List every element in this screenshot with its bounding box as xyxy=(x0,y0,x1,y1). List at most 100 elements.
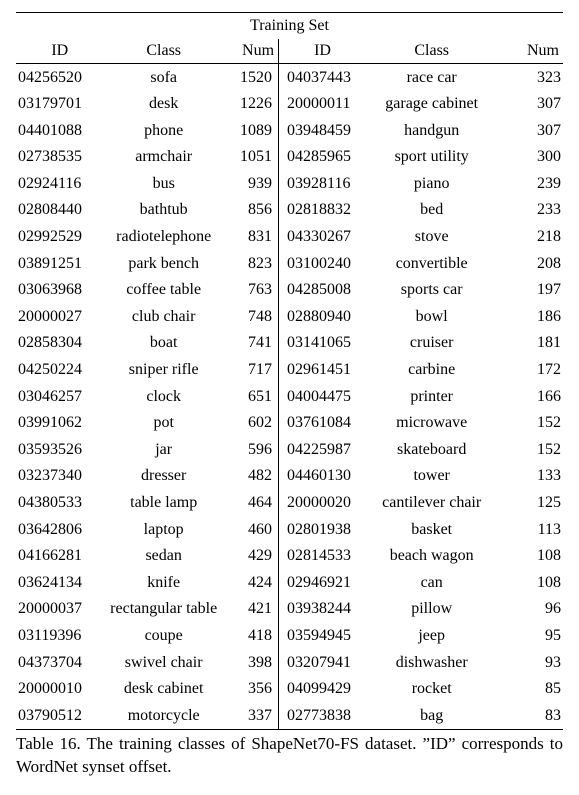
table-cell-class: stove xyxy=(366,224,497,251)
table-cell-num: 108 xyxy=(497,569,563,596)
table-cell-num: 83 xyxy=(497,702,563,729)
table-cell-class: carbine xyxy=(366,357,497,384)
table-cell-class: armchair xyxy=(104,144,224,171)
table-cell-class: desk cabinet xyxy=(104,676,224,703)
col-class: Class xyxy=(104,39,224,64)
table-row: 04380533table lamp46420000020cantilever … xyxy=(16,490,563,517)
col-id: ID xyxy=(16,39,104,64)
table-cell-num: 424 xyxy=(224,569,279,596)
table-cell-num: 741 xyxy=(224,330,279,357)
table-cell-class: race car xyxy=(366,64,497,91)
table-row: 04373704swivel chair39803207941dishwashe… xyxy=(16,649,563,676)
table-cell-num: 125 xyxy=(497,490,563,517)
table-cell-class: club chair xyxy=(104,303,224,330)
table-cell-class: sedan xyxy=(104,543,224,570)
table-row: 03119396coupe41803594945jeep95 xyxy=(16,622,563,649)
table-cell-id: 02924116 xyxy=(16,170,104,197)
table-row: 02808440bathtub85602818832bed233 xyxy=(16,197,563,224)
table-cell-class: jar xyxy=(104,436,224,463)
table-cell-num: 337 xyxy=(224,702,279,729)
table-cell-class: bathtub xyxy=(104,197,224,224)
table-cell-class: bag xyxy=(366,702,497,729)
table-row: 02924116bus93903928116piano239 xyxy=(16,170,563,197)
table-row: 04401088phone108903948459handgun307 xyxy=(16,117,563,144)
table-cell-id: 03991062 xyxy=(16,410,104,437)
table-cell-num: 1520 xyxy=(224,64,279,91)
table-cell-id: 04380533 xyxy=(16,490,104,517)
table-cell-class: phone xyxy=(104,117,224,144)
col-class-2: Class xyxy=(366,39,497,64)
table-title: Training Set xyxy=(16,13,563,40)
table-cell-num: 1051 xyxy=(224,144,279,171)
table-cell-id: 04099429 xyxy=(279,676,367,703)
table-cell-class: sport utility xyxy=(366,144,497,171)
table-cell-class: swivel chair xyxy=(104,649,224,676)
table-cell-class: rectangular table xyxy=(104,596,224,623)
table-cell-num: 596 xyxy=(224,436,279,463)
table-cell-num: 181 xyxy=(497,330,563,357)
table-cell-num: 218 xyxy=(497,224,563,251)
table-cell-num: 85 xyxy=(497,676,563,703)
table-cell-class: cantilever chair xyxy=(366,490,497,517)
table-cell-id: 03891251 xyxy=(16,250,104,277)
table-cell-num: 307 xyxy=(497,117,563,144)
table-row: 03624134knife42402946921can108 xyxy=(16,569,563,596)
table-cell-class: basket xyxy=(366,516,497,543)
table-cell-class: bed xyxy=(366,197,497,224)
table-cell-class: bowl xyxy=(366,303,497,330)
table-row: 03891251park bench82303100240convertible… xyxy=(16,250,563,277)
table-cell-num: 93 xyxy=(497,649,563,676)
table-cell-num: 208 xyxy=(497,250,563,277)
table-cell-class: garage cabinet xyxy=(366,91,497,118)
col-id-2: ID xyxy=(279,39,367,64)
table-cell-num: 651 xyxy=(224,383,279,410)
table-cell-num: 133 xyxy=(497,463,563,490)
table-row: 04256520sofa152004037443race car323 xyxy=(16,64,563,91)
table-cell-num: 113 xyxy=(497,516,563,543)
table-cell-class: table lamp xyxy=(104,490,224,517)
table-caption: Table 16. The training classes of ShapeN… xyxy=(16,730,563,779)
table-cell-num: 1089 xyxy=(224,117,279,144)
table-cell-class: motorcycle xyxy=(104,702,224,729)
table-cell-class: handgun xyxy=(366,117,497,144)
table-cell-class: park bench xyxy=(104,250,224,277)
table-cell-id: 04285965 xyxy=(279,144,367,171)
table-cell-id: 02818832 xyxy=(279,197,367,224)
table-cell-id: 02946921 xyxy=(279,569,367,596)
table-cell-id: 03790512 xyxy=(16,702,104,729)
table-cell-num: 939 xyxy=(224,170,279,197)
table-row: 04166281sedan42902814533beach wagon108 xyxy=(16,543,563,570)
table-cell-num: 763 xyxy=(224,277,279,304)
table-cell-num: 717 xyxy=(224,357,279,384)
table-row: 03991062pot60203761084microwave152 xyxy=(16,410,563,437)
col-num: Num xyxy=(224,39,279,64)
table-cell-id: 03046257 xyxy=(16,383,104,410)
table-cell-class: pot xyxy=(104,410,224,437)
table-cell-id: 02992529 xyxy=(16,224,104,251)
table-cell-class: microwave xyxy=(366,410,497,437)
table-cell-id: 03063968 xyxy=(16,277,104,304)
table-cell-id: 03119396 xyxy=(16,622,104,649)
table-row: 02992529radiotelephone83104330267stove21… xyxy=(16,224,563,251)
table-row: 03046257clock65104004475printer166 xyxy=(16,383,563,410)
table-cell-class: sniper rifle xyxy=(104,357,224,384)
table-cell-class: rocket xyxy=(366,676,497,703)
table-cell-class: coupe xyxy=(104,622,224,649)
table-cell-class: convertible xyxy=(366,250,497,277)
table-cell-num: 482 xyxy=(224,463,279,490)
table-cell-num: 95 xyxy=(497,622,563,649)
table-cell-class: sofa xyxy=(104,64,224,91)
table-cell-num: 197 xyxy=(497,277,563,304)
table-cell-id: 03141065 xyxy=(279,330,367,357)
table-cell-id: 02961451 xyxy=(279,357,367,384)
table-row: 02738535armchair105104285965sport utilit… xyxy=(16,144,563,171)
table-cell-class: pillow xyxy=(366,596,497,623)
table-cell-id: 04250224 xyxy=(16,357,104,384)
table-cell-class: cruiser xyxy=(366,330,497,357)
table-cell-class: dishwasher xyxy=(366,649,497,676)
table-row: 20000027club chair74802880940bowl186 xyxy=(16,303,563,330)
table-cell-id: 04401088 xyxy=(16,117,104,144)
table-header-row: ID Class Num ID Class Num xyxy=(16,39,563,64)
table-cell-num: 307 xyxy=(497,91,563,118)
table-cell-num: 300 xyxy=(497,144,563,171)
